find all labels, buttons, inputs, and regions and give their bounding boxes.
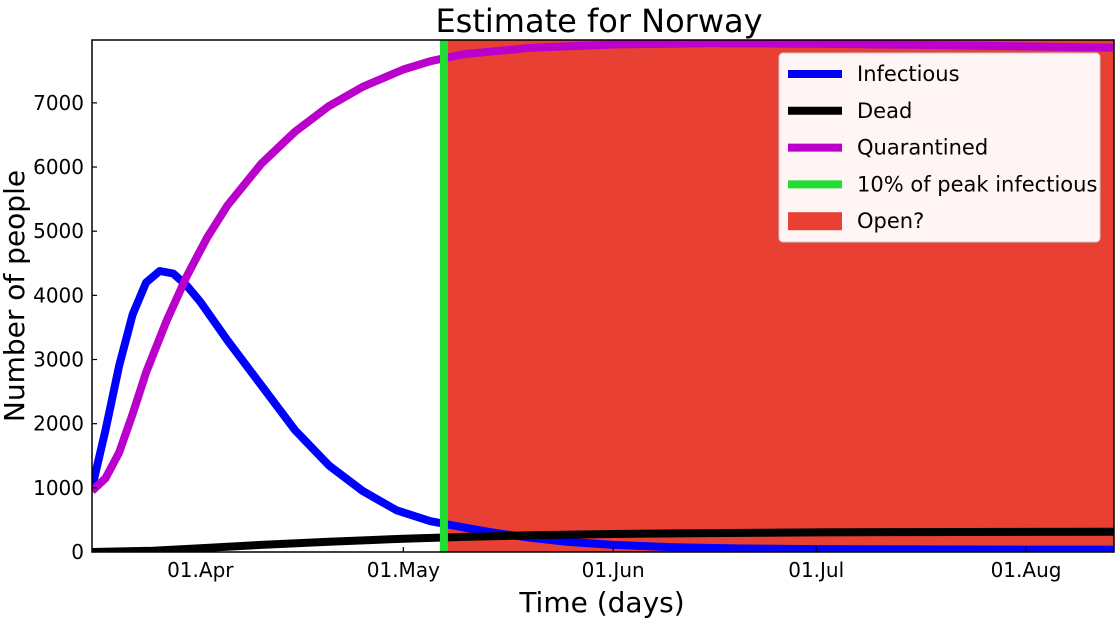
y-tick-label: 1000 [33, 476, 84, 500]
legend-label: Infectious [857, 62, 960, 86]
x-tick-label: 01.Jul [788, 558, 844, 582]
axes: 0 1000 2000 3000 4000 5000 6000 7000 01.Apr 01.Ma… [33, 39, 1115, 582]
y-tick-label: 4000 [33, 283, 84, 307]
legend-swatch [788, 212, 842, 231]
series-line-quarantined [92, 40, 1114, 494]
y-axis-label: Number of people [0, 170, 31, 422]
x-tick-label: 01.Apr [167, 558, 234, 582]
x-axis-label: Time (days) [518, 586, 684, 619]
y-tick-label: 7000 [33, 91, 84, 115]
series-line-infectious [92, 267, 1114, 552]
y-tick-label: 5000 [33, 219, 84, 243]
x-tick-label: 01.Aug [991, 558, 1062, 582]
legend-box [778, 52, 1101, 243]
legend: Infectious Dead Quarantined 10% of peak inf… [778, 52, 1101, 243]
legend-label: Dead [857, 99, 912, 123]
y-tick-label: 3000 [33, 348, 84, 372]
plot-frame [91, 39, 1115, 553]
legend-label: Quarantined [857, 136, 988, 160]
series-line-dead [92, 527, 1114, 552]
legend-label: Open? [857, 209, 924, 233]
chart-title: Estimate for Norway [435, 2, 762, 40]
y-tick-label: 2000 [33, 412, 84, 436]
legend-label: 10% of peak infectious [857, 172, 1097, 196]
y-tick-label: 0 [71, 540, 84, 564]
x-tick-label: 01.Jun [582, 558, 645, 582]
x-tick-label: 01.May [367, 558, 440, 582]
y-tick-label: 6000 [33, 155, 84, 179]
